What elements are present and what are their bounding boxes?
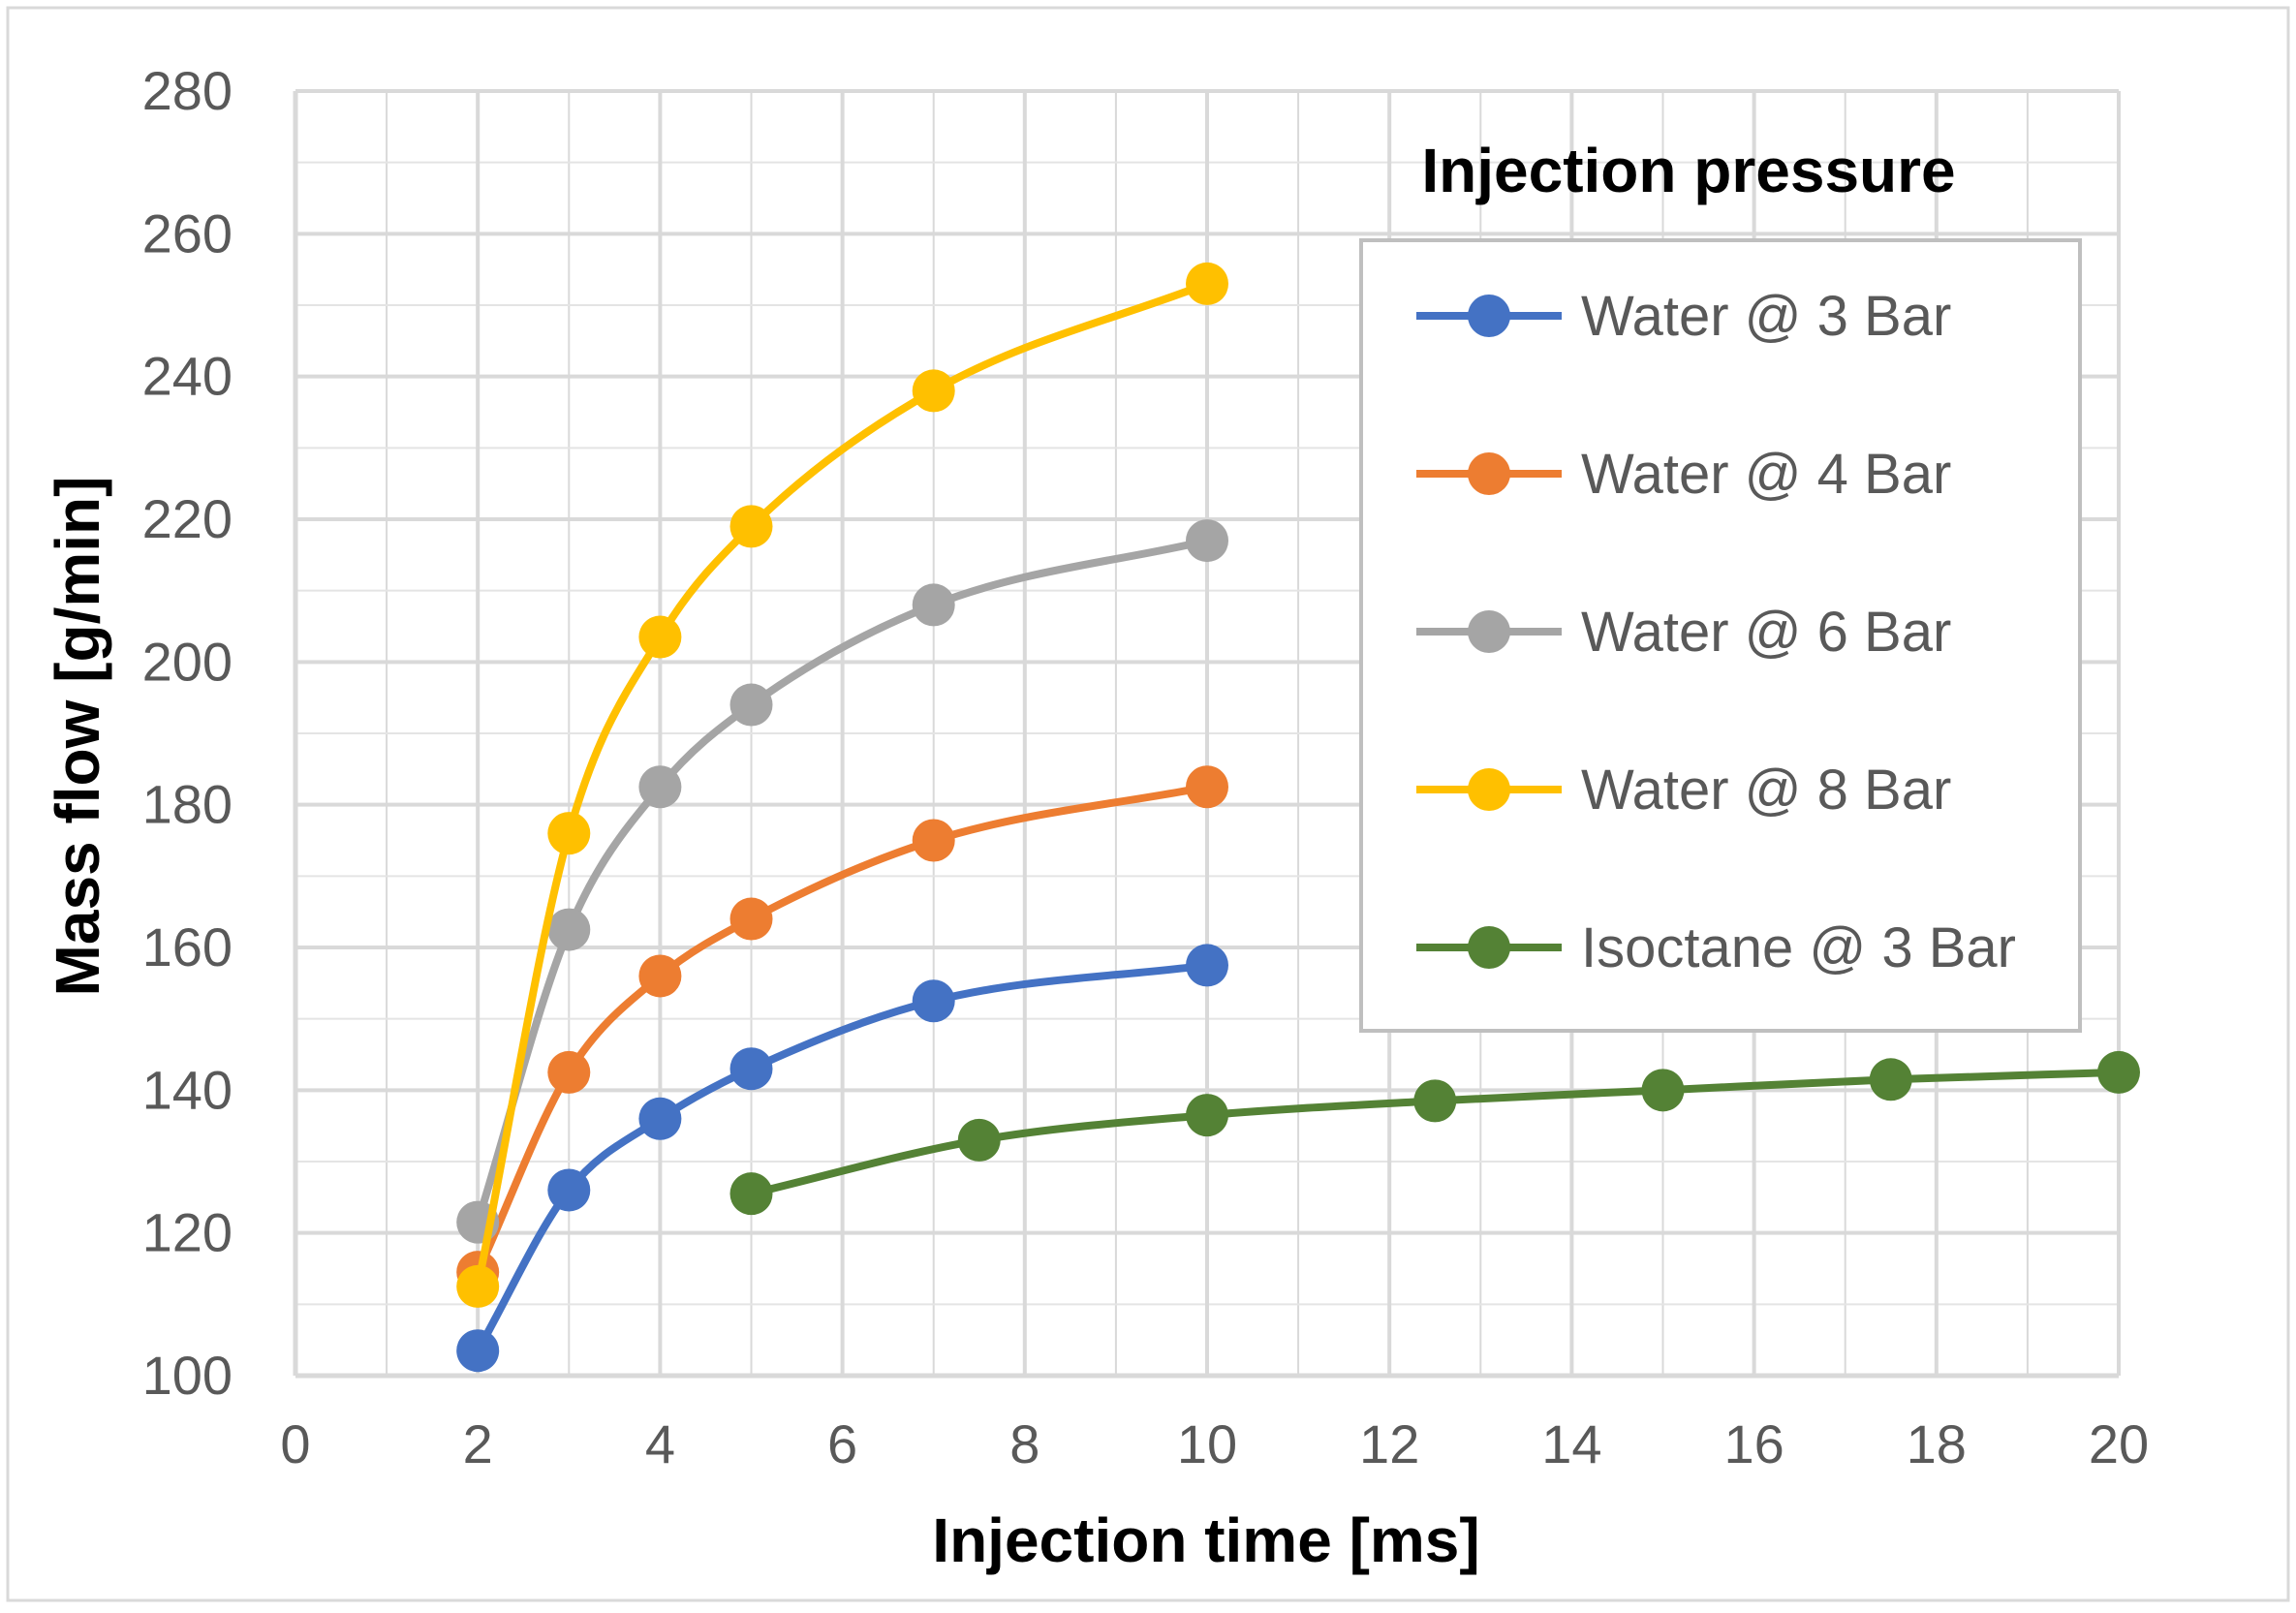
x-tick-label: 12 [1359,1413,1419,1474]
x-tick-label: 16 [1723,1413,1784,1474]
x-tick-label: 4 [645,1413,675,1474]
data-point [1186,519,1228,563]
data-point [1869,1058,1912,1101]
legend-title: Injection pressure [1421,136,1955,205]
data-point [547,1050,591,1094]
series-5 [729,1050,2140,1216]
legend-label: Water @ 6 Bar [1581,601,1951,664]
legend-label: Isoctane @ 3 Bar [1581,916,2016,979]
x-tick-label: 2 [463,1413,493,1474]
y-tick-label: 240 [142,346,233,407]
legend-label: Water @ 3 Bar [1581,285,1951,348]
legend-entry: Water @ 8 Bar [1416,759,1951,822]
y-tick-label: 160 [142,916,233,977]
series-line [474,537,1211,1226]
x-tick-label: 6 [827,1413,857,1474]
x-tick-label: 18 [1907,1413,1967,1474]
data-point [547,1168,591,1212]
x-tick-label: 14 [1541,1413,1601,1474]
legend-marker [1468,610,1510,653]
data-point [729,1172,773,1216]
y-axis-title: Mass flow [g/min] [43,477,112,997]
data-point [729,1047,773,1091]
data-point [729,683,773,727]
data-point [912,583,955,627]
data-point [456,1329,500,1373]
data-point [729,505,773,548]
legend-label: Water @ 4 Bar [1581,443,1951,506]
legend-entry: Water @ 4 Bar [1416,443,1951,506]
data-point [638,1097,682,1140]
data-point [912,819,955,862]
y-tick-label: 120 [142,1202,233,1263]
data-point [547,908,591,951]
series-1 [456,944,1228,1373]
legend-marker [1468,768,1510,811]
series-group [456,262,2140,1373]
legend-marker [1468,295,1510,337]
y-tick-label: 140 [142,1059,233,1120]
y-tick-label: 180 [142,774,233,835]
data-point [1186,1094,1228,1137]
data-point [1186,765,1228,809]
y-tick-label: 260 [142,202,233,264]
series-line [474,279,1211,1290]
data-point [729,897,773,941]
data-point [1186,262,1228,305]
series-4 [456,262,1228,1308]
y-tick-label: 100 [142,1345,233,1406]
axes: 0 2 4 6 8 10 12 14 16 18 20 100 120 140 160 180 200 220 24… [142,60,2150,1474]
data-point [456,1264,500,1308]
series-3 [456,519,1228,1244]
legend-marker [1468,926,1510,969]
legend-entry: Water @ 6 Bar [1416,601,1951,664]
data-point [638,765,682,809]
legend-label: Water @ 8 Bar [1581,759,1951,822]
data-point [1641,1069,1685,1112]
legend-entry: Water @ 3 Bar [1416,285,1951,348]
y-tick-label: 280 [142,60,233,121]
x-tick-label: 8 [1009,1413,1039,1474]
x-axis-title: Injection time [ms] [932,1505,1479,1575]
y-tick-label: 200 [142,631,233,692]
data-point [638,615,682,659]
legend-entry: Isoctane @ 3 Bar [1416,916,2016,979]
data-point [957,1118,1001,1162]
x-tick-label: 10 [1177,1413,1237,1474]
y-tick-label: 220 [142,488,233,549]
data-point [912,369,955,413]
data-point [1186,944,1228,987]
data-point [1413,1079,1457,1123]
legend-marker [1468,452,1510,495]
data-point [2097,1050,2140,1094]
series-line [474,783,1211,1277]
x-tick-label: 0 [280,1413,310,1474]
data-point [547,812,591,855]
legend-items: Water @ 3 Bar Water @ 4 Bar Water @ 6 Bar W… [1416,285,2016,979]
data-point [912,979,955,1023]
data-point [638,954,682,998]
x-tick-label: 20 [2089,1413,2149,1474]
